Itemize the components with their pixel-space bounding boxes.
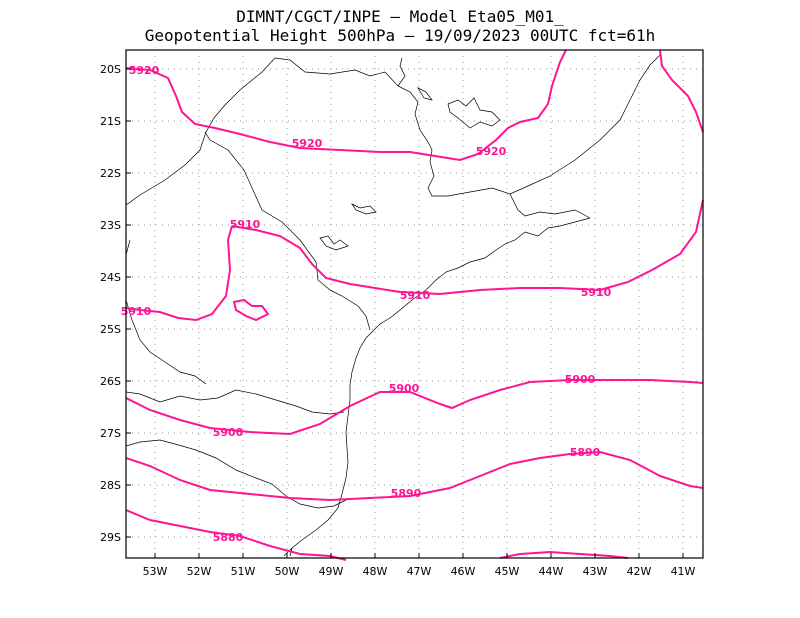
lon-label-43w: 43W xyxy=(583,565,608,578)
contour-5920-ne xyxy=(659,49,704,133)
border-mg-north xyxy=(397,57,406,87)
border-sp-mg xyxy=(427,54,661,197)
lon-label-47w: 47W xyxy=(407,565,432,578)
lat-label-29s: 29S xyxy=(100,531,121,544)
border-argentina xyxy=(125,239,207,385)
contour-5880-west xyxy=(125,509,347,561)
border-ms-sp xyxy=(125,57,433,206)
title-line-1: DIMNT/CGCT/INPE – Model Eta05_M01_ xyxy=(236,7,564,26)
contour-5910-main xyxy=(231,199,704,296)
lat-label-20s: 20S xyxy=(100,63,121,76)
lat-label-22s: 22S xyxy=(100,167,121,180)
contour-5890 xyxy=(125,450,704,502)
coastline-rj-sp xyxy=(283,217,591,557)
border-sp-pr xyxy=(329,289,371,331)
lat-label-24s: 24S xyxy=(100,271,121,284)
border-sc-rs xyxy=(125,439,347,509)
contour-label: 5900 xyxy=(213,426,244,439)
tick-marks xyxy=(126,68,684,558)
contour-label: 5920 xyxy=(129,64,160,77)
contour-label: 5890 xyxy=(570,446,601,459)
lon-label-41w: 41W xyxy=(671,565,696,578)
lon-label-51w: 51W xyxy=(231,565,256,578)
geopotential-contours xyxy=(125,49,704,561)
latitude-labels: 20S 21S 22S 23S 24S 25S 26S 27S 28S 29S xyxy=(100,63,121,544)
contour-label: 5880 xyxy=(213,531,244,544)
contour-label: 5920 xyxy=(476,145,507,158)
reservoir-center xyxy=(319,235,349,251)
lon-label-46w: 46W xyxy=(451,565,476,578)
contour-label: 5910 xyxy=(121,305,152,318)
contour-5880-east xyxy=(499,550,629,559)
lat-label-26s: 26S xyxy=(100,375,121,388)
lon-label-45w: 45W xyxy=(495,565,520,578)
lon-label-50w: 50W xyxy=(275,565,300,578)
political-borders xyxy=(125,54,661,557)
lat-label-23s: 23S xyxy=(100,219,121,232)
contour-5920-nw xyxy=(125,49,567,162)
lon-label-48w: 48W xyxy=(363,565,388,578)
contour-label: 5920 xyxy=(292,137,323,150)
reservoir-west xyxy=(350,203,377,215)
longitude-labels: 53W 52W 51W 50W 49W 48W 47W 46W 45W 44W … xyxy=(143,565,696,578)
contour-label: 5910 xyxy=(400,289,431,302)
border-ms-pr xyxy=(125,131,331,291)
lat-label-28s: 28S xyxy=(100,479,121,492)
title-line-2: Geopotential Height 500hPa – 19/09/2023 … xyxy=(145,26,656,45)
lon-label-52w: 52W xyxy=(187,565,212,578)
contour-5910-loop xyxy=(232,298,270,322)
contour-labels: 5920 5920 5920 5910 5910 5910 5910 5900 … xyxy=(121,64,612,544)
reservoir-north xyxy=(417,87,433,101)
border-pr-sc xyxy=(125,389,345,415)
contour-label: 5910 xyxy=(230,218,261,231)
lon-label-44w: 44W xyxy=(539,565,564,578)
lon-label-53w: 53W xyxy=(143,565,168,578)
lon-label-42w: 42W xyxy=(627,565,652,578)
contour-label: 5910 xyxy=(581,286,612,299)
border-rj-mg xyxy=(509,193,591,219)
lat-label-21s: 21S xyxy=(100,115,121,128)
lon-label-49w: 49W xyxy=(319,565,344,578)
map-frame xyxy=(125,49,704,559)
contour-5900 xyxy=(125,379,704,436)
graticule xyxy=(126,50,703,558)
contour-label: 5900 xyxy=(389,382,420,395)
lat-label-27s: 27S xyxy=(100,427,121,440)
contour-5910-west xyxy=(125,225,233,322)
contour-label: 5890 xyxy=(391,487,422,500)
lake-furnas xyxy=(447,97,501,129)
lat-label-25s: 25S xyxy=(100,323,121,336)
contour-label: 5900 xyxy=(565,373,596,386)
